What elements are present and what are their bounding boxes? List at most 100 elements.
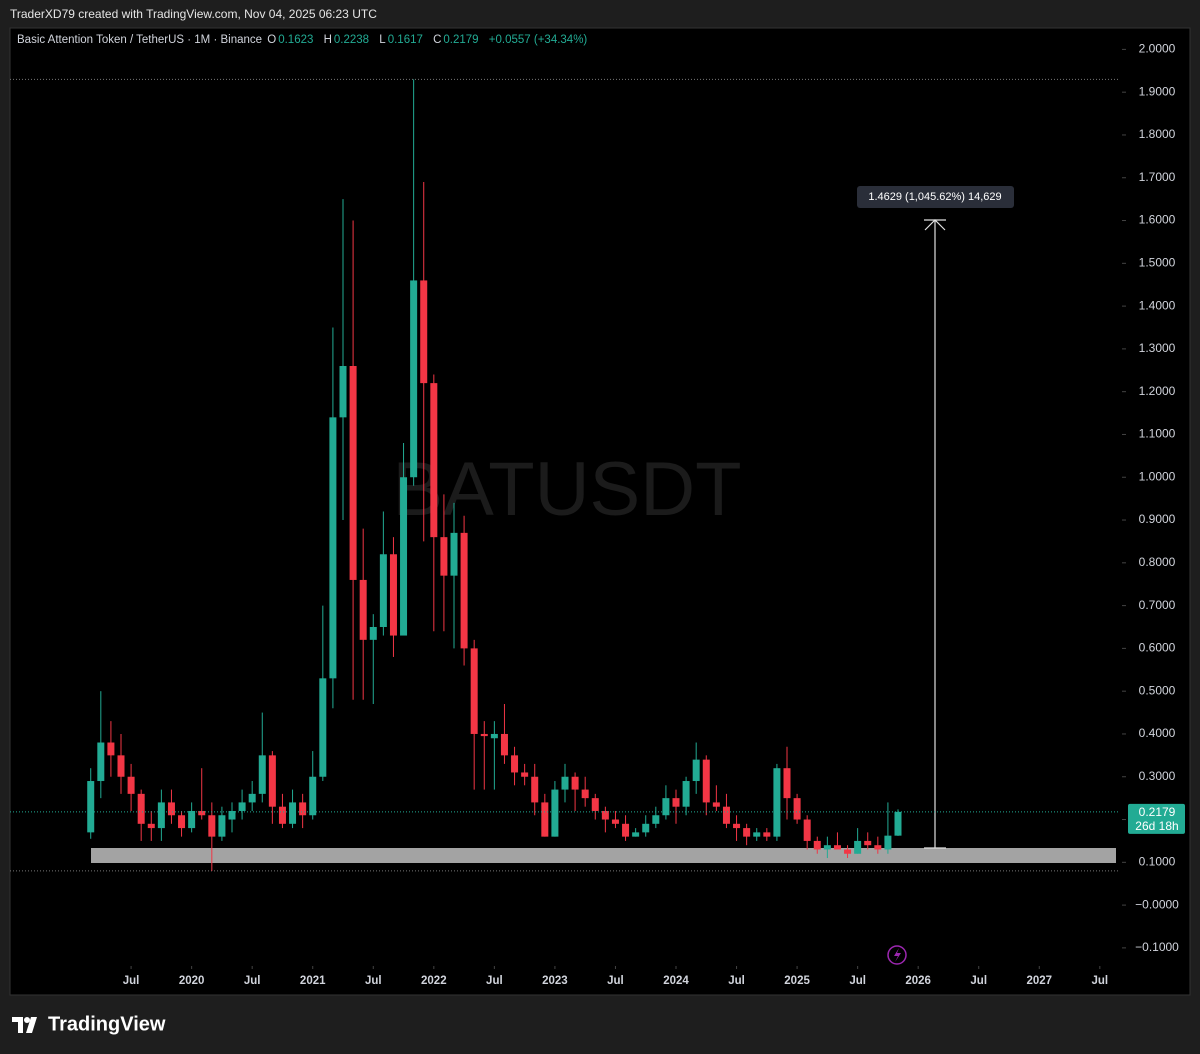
logo-mark: [12, 1017, 37, 1033]
top-bar: TraderXD79 created with TradingView.com,…: [10, 7, 377, 21]
candle-body: [611, 819, 619, 824]
candle-body: [803, 819, 811, 841]
y-tick-label: 2.0000: [1139, 42, 1176, 56]
candle-body: [490, 733, 498, 739]
candle-body: [844, 849, 852, 854]
y-tick-label: 1.2000: [1139, 384, 1176, 398]
watermark: BATUSDT: [392, 447, 741, 532]
candle-body: [248, 793, 256, 803]
y-tick-label: 1.5000: [1139, 255, 1176, 269]
candle-body: [329, 417, 337, 679]
candle-body: [571, 776, 579, 790]
candle-body: [874, 845, 882, 850]
symbol-title: Basic Attention Token / TetherUS · 1M · …: [17, 34, 263, 46]
candle-body: [389, 554, 397, 636]
last-price-label: 0.2179: [1139, 805, 1176, 819]
y-tick-label: −0.0000: [1135, 897, 1179, 911]
brand: TradingView: [48, 1013, 166, 1035]
y-tick-label: 0.8000: [1139, 555, 1176, 569]
measure-arrow: [924, 219, 946, 231]
y-tick-label: 1.7000: [1139, 170, 1176, 184]
candle-body: [470, 648, 478, 734]
candle-body: [601, 810, 609, 820]
x-tick-label: Jul: [1092, 975, 1109, 987]
candle-body: [258, 755, 266, 794]
candle-body: [369, 626, 377, 640]
y-tick-label: 0.9000: [1139, 512, 1176, 526]
event-bolt: [894, 948, 901, 962]
candle-body: [460, 532, 468, 649]
candle-body: [561, 776, 569, 790]
ohlc-value: 0.1617: [387, 34, 423, 46]
candle-body: [167, 802, 175, 816]
candle-body: [238, 802, 246, 811]
candle-body: [379, 554, 387, 627]
candle-body: [107, 742, 115, 756]
y-tick-label: 1.8000: [1139, 127, 1176, 141]
candle-body: [622, 823, 630, 837]
y-tick-label: 0.5000: [1139, 683, 1176, 697]
candle-body: [208, 815, 216, 837]
candle-body: [813, 840, 821, 850]
x-tick-label: Jul: [244, 975, 261, 987]
plot: 2.0000 1.9000 1.8000 1.7000 1.6000 1.5000 1.40…: [10, 42, 1179, 987]
candle-body: [198, 810, 206, 816]
candle-body: [289, 802, 297, 824]
candle-body: [662, 798, 670, 816]
ohlc-key: H: [323, 34, 332, 46]
logo-dot: [24, 1017, 30, 1023]
candle-body: [188, 810, 196, 829]
candle-body: [218, 815, 226, 837]
candle-body: [833, 845, 841, 850]
candle-body: [339, 366, 347, 418]
candle-body: [127, 776, 135, 794]
candle-body: [884, 835, 892, 850]
measure-label: 1.4629 (1,045.62%) 14,629: [868, 191, 1001, 203]
x-tick-label: 2025: [784, 975, 810, 987]
x-tick-label: Jul: [486, 975, 503, 987]
candle-body: [349, 366, 357, 580]
candle-body: [722, 806, 730, 824]
candle-body: [319, 678, 327, 777]
measure-label-box: [857, 186, 1014, 208]
y-tick-label: 1.3000: [1139, 341, 1176, 355]
countdown: 26d 18h: [1135, 819, 1178, 833]
candle-body: [541, 802, 549, 837]
candle-body: [228, 810, 236, 820]
x-tick-label: 2020: [179, 975, 205, 987]
y-tick-label: 1.4000: [1139, 298, 1176, 312]
x-tick-label: 2022: [421, 975, 447, 987]
x-tick-label: 2023: [542, 975, 568, 987]
candle-body: [420, 280, 428, 384]
change-label: +0.0557 (+34.34%): [488, 34, 588, 46]
x-tick-label: 2027: [1026, 975, 1052, 987]
candle-body: [440, 537, 448, 576]
candle-body: [823, 845, 831, 850]
candle-body: [309, 776, 317, 816]
y-tick-label: −0.1000: [1135, 940, 1179, 954]
candle-body: [500, 733, 508, 756]
y-tick-label: 1.9000: [1139, 84, 1176, 98]
candle-body: [763, 832, 771, 837]
candle-body: [753, 832, 761, 837]
candle-body: [511, 755, 519, 773]
candle-body: [642, 823, 650, 833]
candle-body: [430, 383, 438, 538]
candle-body: [682, 781, 690, 807]
x-tick-label: 2021: [300, 975, 326, 987]
candle-body: [652, 815, 660, 824]
candle-body: [299, 802, 307, 816]
candle-body: [702, 759, 710, 803]
candle-body: [268, 755, 276, 807]
candle-body: [864, 840, 872, 846]
candle-body: [157, 802, 165, 829]
candle-body: [480, 733, 488, 737]
measure-tool: 1.4629 (1,045.62%) 14,629: [857, 186, 1014, 849]
x-tick-label: Jul: [849, 975, 866, 987]
y-tick-label: 0.1000: [1139, 854, 1176, 868]
y-tick-label: 0.3000: [1139, 769, 1176, 783]
candle-body: [581, 789, 589, 799]
candle-body: [137, 793, 145, 824]
